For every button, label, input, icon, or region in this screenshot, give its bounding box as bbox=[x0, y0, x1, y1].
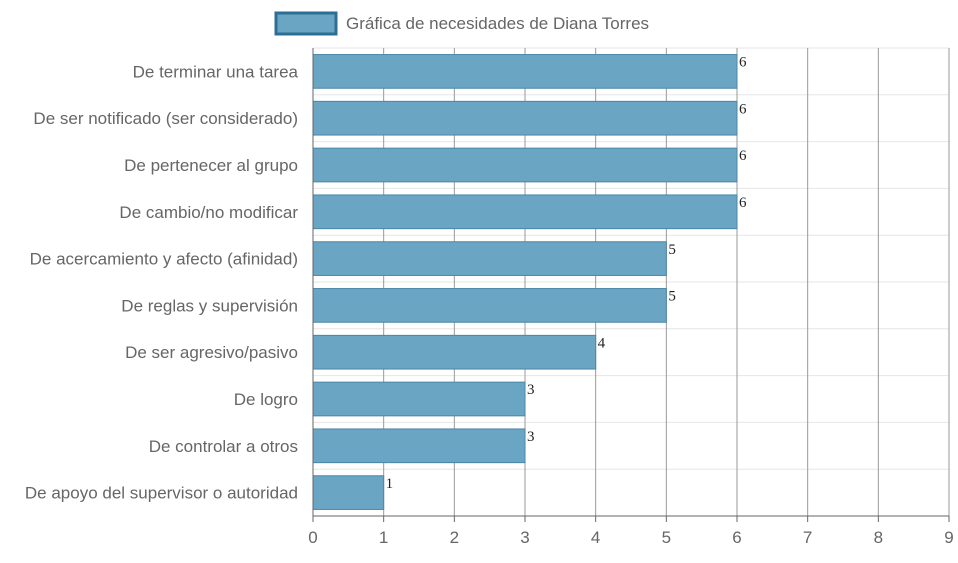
x-tick-label: 5 bbox=[662, 528, 671, 547]
category-label: De acercamiento y afecto (afinidad) bbox=[30, 250, 298, 269]
data-label: 4 bbox=[598, 335, 606, 351]
x-tick-label: 0 bbox=[308, 528, 317, 547]
category-label: De logro bbox=[234, 390, 298, 409]
category-label: De ser notificado (ser considerado) bbox=[33, 109, 298, 128]
bar[interactable] bbox=[312, 288, 667, 323]
data-label: 3 bbox=[527, 429, 535, 445]
bar[interactable] bbox=[312, 381, 526, 417]
data-label: 6 bbox=[739, 148, 747, 164]
bar[interactable] bbox=[312, 100, 738, 136]
data-label: 5 bbox=[668, 242, 676, 258]
category-label: De reglas y supervisión bbox=[121, 296, 298, 315]
legend-label: Gráfica de necesidades de Diana Torres bbox=[346, 14, 649, 33]
x-tick-label: 3 bbox=[520, 528, 529, 547]
data-label: 3 bbox=[527, 382, 535, 398]
bar[interactable] bbox=[312, 147, 738, 183]
legend[interactable]: Gráfica de necesidades de Diana Torres bbox=[274, 11, 649, 36]
x-tick-label: 9 bbox=[944, 528, 953, 547]
data-label: 6 bbox=[739, 101, 747, 117]
x-tick-label: 1 bbox=[379, 528, 388, 547]
data-label: 5 bbox=[668, 289, 676, 305]
bar[interactable] bbox=[312, 428, 526, 464]
category-label: De pertenecer al grupo bbox=[124, 156, 298, 175]
bars-group: De terminar una tarea 6 De ser notificado … bbox=[25, 54, 747, 510]
category-label: De controlar a otros bbox=[149, 437, 298, 456]
bar[interactable] bbox=[312, 54, 738, 89]
category-label: De apoyo del supervisor o autoridad bbox=[25, 484, 298, 503]
data-label: 1 bbox=[386, 476, 394, 492]
category-label: De cambio/no modificar bbox=[119, 203, 298, 222]
category-label: De ser agresivo/pasivo bbox=[125, 343, 298, 362]
x-tick-label: 8 bbox=[874, 528, 883, 547]
bar[interactable] bbox=[312, 241, 667, 276]
bar[interactable] bbox=[312, 475, 385, 510]
data-label: 6 bbox=[739, 195, 747, 211]
x-tick-label: 2 bbox=[450, 528, 459, 547]
x-tick-label: 4 bbox=[591, 528, 600, 547]
data-label: 6 bbox=[739, 55, 747, 71]
axes: 0 1 2 3 4 5 6 7 8 9 bbox=[308, 48, 954, 547]
x-tick-label: 6 bbox=[732, 528, 741, 547]
category-label: De terminar una tarea bbox=[133, 62, 299, 81]
bar[interactable] bbox=[312, 194, 738, 230]
bar[interactable] bbox=[312, 334, 597, 370]
legend-swatch bbox=[274, 11, 338, 36]
x-tick-label: 7 bbox=[803, 528, 812, 547]
